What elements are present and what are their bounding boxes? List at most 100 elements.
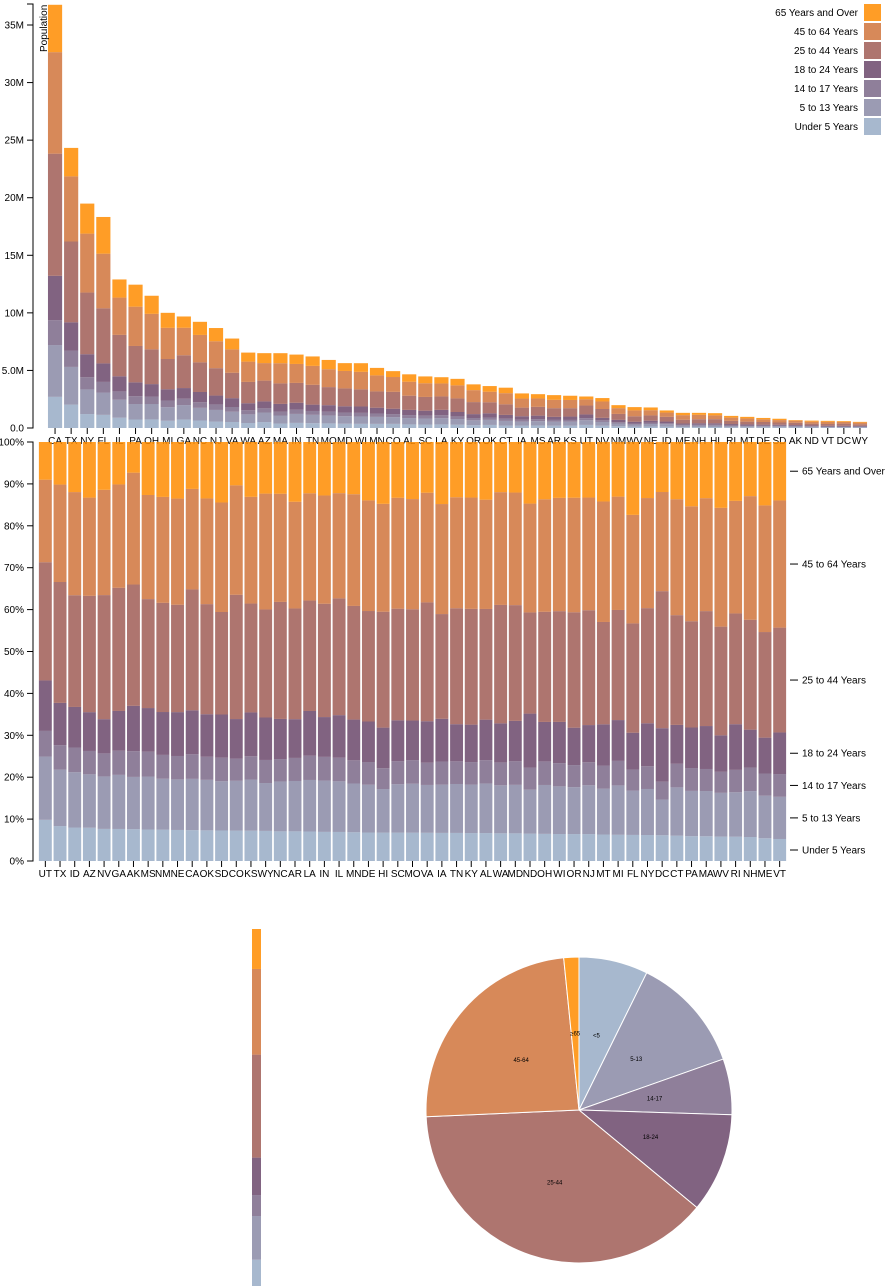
percent-segment-ID-2 [68,747,82,773]
percent-segment-DE-0 [361,832,375,861]
bar-group-MA [273,353,288,428]
y-tick-label: 10% [4,815,24,826]
bar-segment-LA-1 [434,418,449,425]
bar-segment-OK-3 [482,413,497,418]
percent-segment-RI-1 [729,792,743,837]
percent-segment-LA-4 [303,600,317,711]
bar-segment-WV-5 [627,410,642,417]
bar-segment-IL-0 [112,417,127,428]
bar-segment-MA-4 [273,383,288,404]
bar-segment-IL-1 [112,399,127,418]
x-tick-label: NM [611,436,627,447]
bar-segment-MD-3 [337,406,352,413]
legend-label: 14 to 17 Years [794,84,858,95]
bar-segment-OR-6 [466,384,481,391]
y-tick-label: 5.0M [2,366,24,377]
bar-group-CT [498,387,513,428]
percent-segment-UT-3 [38,680,52,731]
bar-segment-CT-5 [498,393,513,405]
percent-segment-NY-6 [641,442,654,499]
bar-segment-ID-4 [659,416,674,422]
x-tick-label: ND [523,869,537,880]
bar-segment-IN-4 [289,382,304,403]
bar-segment-WI-2 [353,412,368,417]
x-tick-label: IA [437,869,447,880]
percent-segment-MO-1 [406,783,419,833]
percent-segment-NH-4 [743,619,757,730]
percent-segment-KY-2 [464,762,478,785]
percent-segment-CA-5 [185,488,199,590]
percent-segment-NH-5 [743,496,757,620]
bar-segment-DE-4 [756,422,771,425]
bar-segment-ME-1 [675,425,690,428]
pie-label: 25-44 [547,1181,563,1187]
bar-group-ND [804,420,819,428]
percent-segment-AZ-1 [82,774,96,828]
percent-segment-PA-1 [685,790,699,837]
bar-segment-AK-3 [788,425,803,426]
bar-segment-IN-1 [289,413,304,423]
bar-segment-NV-5 [595,401,610,410]
bar-segment-DC-3 [836,425,851,427]
percent-segment-LA-5 [303,493,317,601]
bar-segment-NM-4 [611,413,626,420]
percent-segment-CT-6 [670,442,684,500]
percent-bar-group-OR [567,442,581,861]
bar-segment-NE-3 [643,420,658,423]
bar-segment-VT-1 [820,426,835,428]
bar-segment-NJ-1 [208,409,224,422]
x-tick-label: CT [499,436,512,447]
legend-swatch [864,4,881,21]
percent-segment-FL-6 [626,442,640,515]
bar-segment-OH-4 [144,349,159,385]
bar-segment-SD-6 [772,418,787,421]
percent-segment-ME-5 [758,505,772,633]
percent-segment-MI-2 [611,760,625,786]
percent-segment-VA-0 [420,832,434,861]
bar-group-IN [289,354,304,428]
percent-segment-WI-0 [552,834,566,861]
percent-segment-KS-6 [244,442,258,497]
bar-segment-NV-1 [595,421,610,426]
percent-bar-group-WV [714,442,728,861]
percent-segment-TX-2 [53,745,67,770]
percent-segment-WI-6 [552,442,566,498]
bar-group-WY [852,421,868,428]
percent-segment-GA-2 [112,750,126,775]
percent-segment-UT-2 [38,730,52,757]
x-tick-label: CO [386,436,401,447]
bar-segment-MN-1 [369,416,385,424]
percent-segment-IA-1 [435,784,449,833]
x-tick-label: NV [97,869,111,880]
percent-segment-MS-2 [141,751,155,777]
bar-group-TX [64,147,79,428]
percent-segment-OK-5 [200,498,214,605]
percent-segment-KY-3 [464,724,478,763]
y-axis-line [27,3,34,429]
percent-segment-WY-2 [259,759,273,784]
bar-segment-AR-1 [547,421,562,426]
percent-segment-NM-2 [156,754,170,779]
bar-segment-GA-5 [176,327,191,356]
percent-segment-PA-6 [685,442,699,507]
percent-segment-NC-5 [273,493,287,602]
bar-segment-TN-4 [305,384,320,405]
percent-segment-SC-0 [391,832,405,861]
bar-segment-IA-5 [514,398,529,408]
bar-segment-MT-3 [740,424,755,426]
bar-segment-NH-2 [691,424,707,426]
percent-segment-AZ-2 [82,750,96,775]
bar-segment-TN-0 [305,423,320,428]
bar-segment-ME-4 [675,419,690,424]
percent-segment-WV-4 [714,626,728,736]
percent-segment-ND-1 [523,789,537,834]
y-tick-label: 90% [4,479,24,490]
column-segment-2 [252,1195,261,1217]
percent-segment-HI-2 [376,768,390,790]
bar-segment-VT-4 [820,424,835,426]
bar-segment-RI-1 [724,426,739,428]
percent-bar-group-NJ [582,442,596,861]
percent-segment-NV-3 [97,719,111,754]
pie-slice-3 [577,1109,733,1209]
